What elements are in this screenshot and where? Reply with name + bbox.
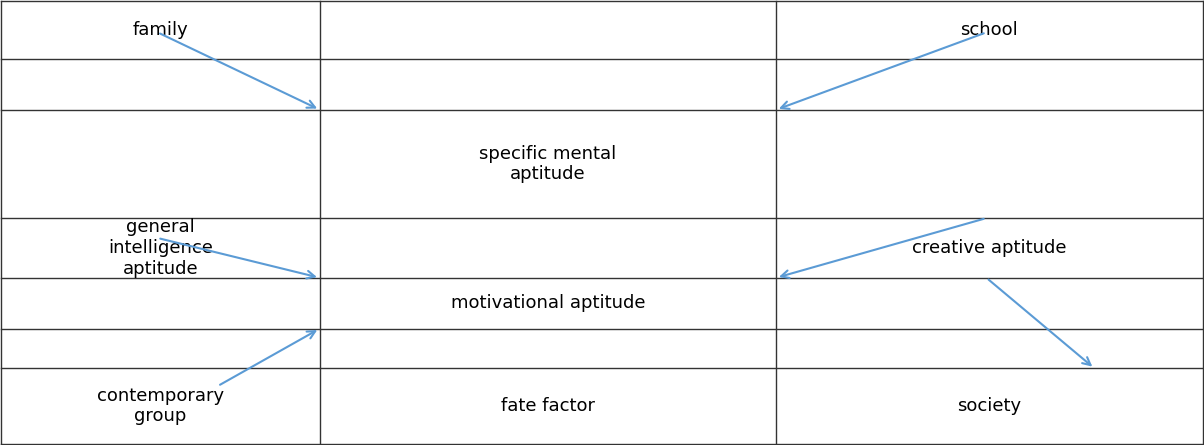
Text: contemporary
group: contemporary group (98, 387, 224, 425)
Text: family: family (132, 21, 188, 39)
Text: specific mental
aptitude: specific mental aptitude (479, 145, 616, 183)
Text: creative aptitude: creative aptitude (913, 239, 1067, 257)
Text: society: society (957, 397, 1021, 415)
Text: motivational aptitude: motivational aptitude (450, 294, 645, 312)
Text: fate factor: fate factor (501, 397, 595, 415)
Text: school: school (961, 21, 1019, 39)
Text: general
intelligence
aptitude: general intelligence aptitude (108, 218, 213, 278)
